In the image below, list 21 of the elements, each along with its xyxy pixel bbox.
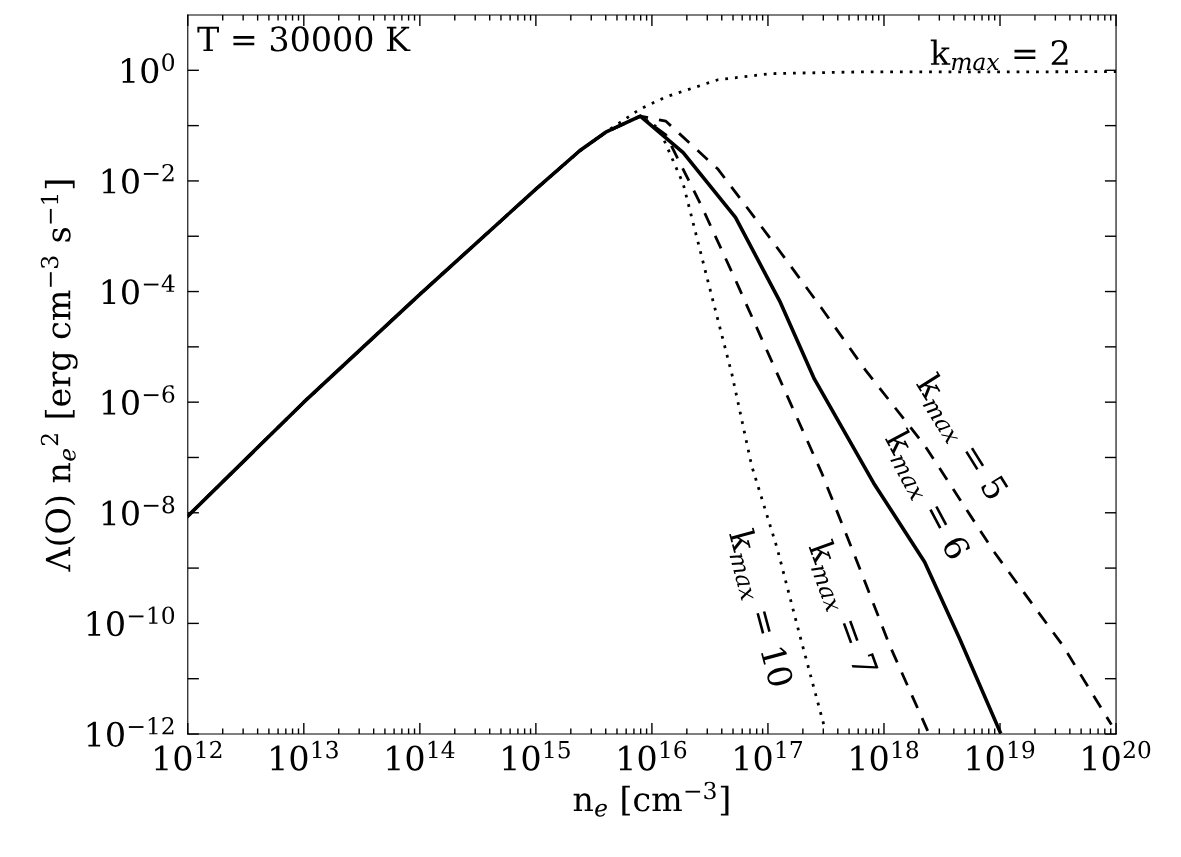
x-tick-label: 10$^{13}$ bbox=[271, 740, 338, 771]
x-tick-label: 10$^{16}$ bbox=[619, 740, 687, 771]
y-tick-label: 10$^{−8}$ bbox=[102, 495, 175, 526]
annotation: k$_{max}$ = 2 bbox=[930, 39, 1068, 71]
y-axis-title: Λ(O) n$_{e}$$^{2}$ [erg cm$^{−3}$ s$^{−1}$] bbox=[40, 180, 78, 572]
x-axis-title: n$_{e}$ [cm$^{−3}$] bbox=[573, 781, 729, 817]
x-tick-label: 10$^{18}$ bbox=[851, 740, 919, 771]
x-tick-label: 10$^{19}$ bbox=[967, 740, 1035, 771]
y-tick-label: 10$^{0}$ bbox=[122, 53, 175, 84]
x-tick-label: 10$^{15}$ bbox=[503, 740, 570, 771]
y-tick-label: 10$^{−4}$ bbox=[102, 274, 175, 305]
x-tick-label: 10$^{20}$ bbox=[1083, 740, 1151, 771]
annotation: T = 30000 K bbox=[197, 26, 411, 52]
x-tick-label: 10$^{14}$ bbox=[387, 740, 455, 771]
annotation: k$_{max}$ = 7 bbox=[803, 538, 880, 679]
x-tick-label: 10$^{12}$ bbox=[155, 740, 222, 771]
y-tick-label: 10$^{−10}$ bbox=[87, 606, 175, 637]
x-tick-label: 10$^{17}$ bbox=[735, 740, 802, 771]
y-tick-label: 10$^{−2}$ bbox=[102, 163, 174, 194]
annotation: k$_{max}$ = 10 bbox=[723, 527, 795, 690]
y-tick-label: 10$^{−6}$ bbox=[102, 385, 175, 416]
